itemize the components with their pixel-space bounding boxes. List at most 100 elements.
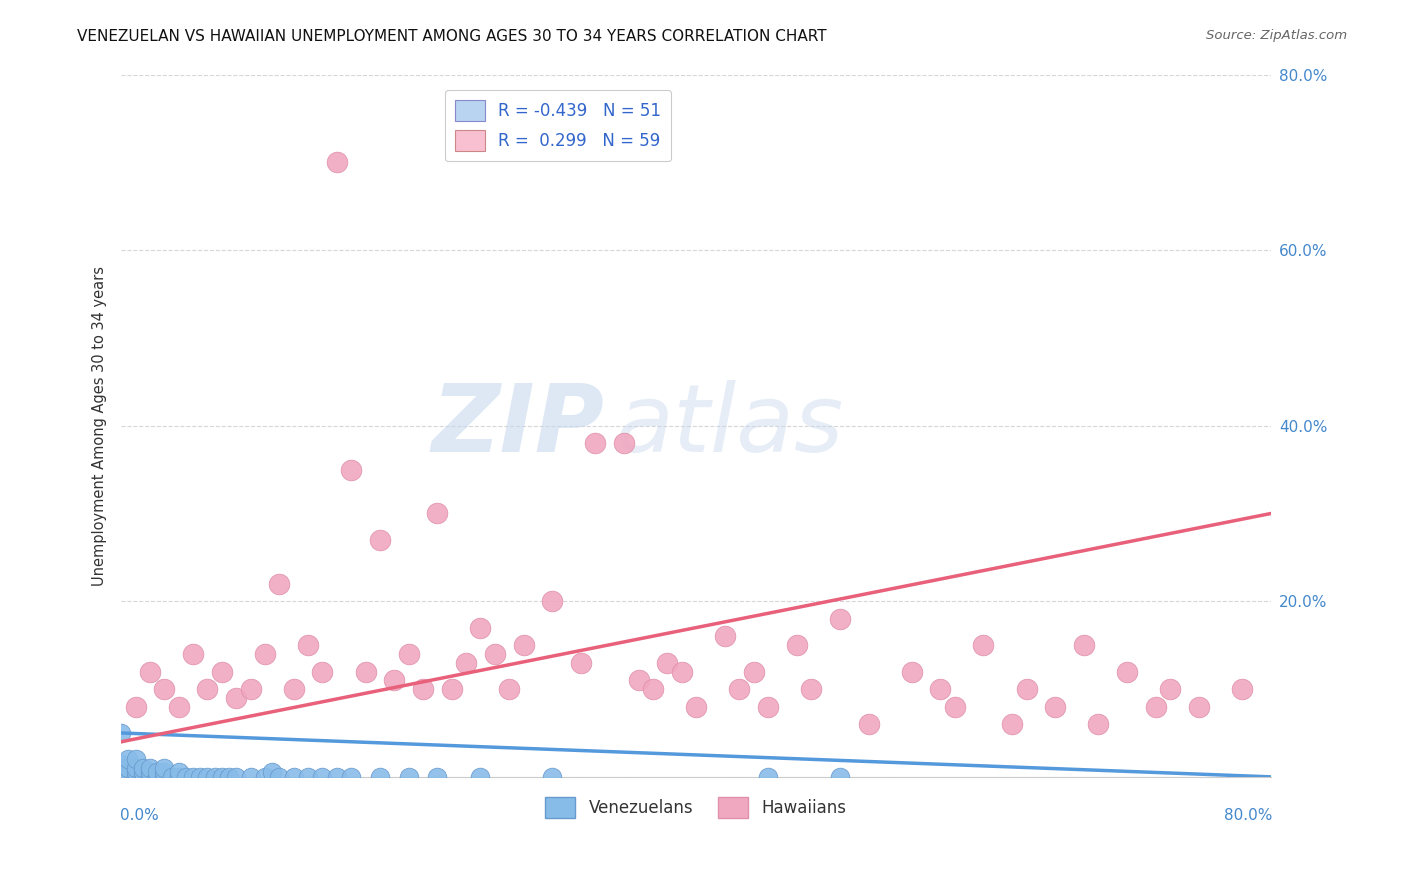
Point: [326, 155, 349, 169]
Point: [117, 765, 139, 780]
Point: [146, 765, 169, 780]
Point: [139, 665, 162, 679]
Point: [132, 765, 155, 780]
Point: [218, 770, 240, 784]
Point: [512, 638, 534, 652]
Point: [283, 770, 305, 784]
Point: [398, 770, 420, 784]
Point: [1159, 682, 1181, 697]
Point: [641, 682, 664, 697]
Point: [167, 765, 190, 780]
Point: [828, 612, 851, 626]
Point: [117, 761, 139, 775]
Point: [167, 699, 190, 714]
Point: [132, 770, 155, 784]
Point: [153, 770, 176, 784]
Point: [613, 436, 636, 450]
Point: [1045, 699, 1067, 714]
Text: 80.0%: 80.0%: [1223, 808, 1272, 823]
Point: [139, 770, 162, 784]
Point: [326, 770, 349, 784]
Point: [124, 770, 146, 784]
Point: [110, 770, 132, 784]
Point: [181, 770, 204, 784]
Point: [269, 770, 291, 784]
Point: [470, 621, 492, 635]
Point: [1087, 717, 1109, 731]
Point: [756, 770, 779, 784]
Legend: Venezuelans, Hawaiians: Venezuelans, Hawaiians: [538, 790, 853, 825]
Text: atlas: atlas: [616, 380, 844, 471]
Point: [440, 682, 463, 697]
Point: [1144, 699, 1167, 714]
Point: [117, 752, 139, 766]
Text: Source: ZipAtlas.com: Source: ZipAtlas.com: [1206, 29, 1347, 42]
Point: [929, 682, 952, 697]
Point: [627, 673, 650, 688]
Point: [498, 682, 520, 697]
Point: [412, 682, 434, 697]
Point: [828, 770, 851, 784]
Point: [253, 647, 276, 661]
Point: [181, 647, 204, 661]
Point: [484, 647, 506, 661]
Point: [283, 682, 305, 697]
Point: [943, 699, 966, 714]
Point: [139, 761, 162, 775]
Point: [311, 665, 333, 679]
Point: [124, 699, 146, 714]
Point: [742, 665, 765, 679]
Point: [297, 770, 319, 784]
Point: [671, 665, 693, 679]
Point: [1116, 665, 1139, 679]
Point: [1230, 682, 1253, 697]
Point: [368, 533, 391, 547]
Point: [160, 770, 183, 784]
Point: [657, 656, 679, 670]
Point: [368, 770, 391, 784]
Point: [153, 761, 176, 775]
Point: [174, 770, 197, 784]
Point: [311, 770, 333, 784]
Point: [585, 436, 607, 450]
Point: [900, 665, 922, 679]
Point: [262, 765, 284, 780]
Point: [211, 770, 233, 784]
Point: [858, 717, 880, 731]
Point: [167, 770, 190, 784]
Point: [204, 770, 226, 784]
Point: [225, 690, 247, 705]
Point: [188, 770, 211, 784]
Point: [786, 638, 808, 652]
Point: [426, 507, 449, 521]
Point: [340, 462, 363, 476]
Point: [146, 770, 169, 784]
Point: [124, 765, 146, 780]
Text: 0.0%: 0.0%: [120, 808, 159, 823]
Point: [1001, 717, 1024, 731]
Point: [398, 647, 420, 661]
Text: ZIP: ZIP: [432, 380, 605, 472]
Point: [1188, 699, 1211, 714]
Point: [714, 629, 737, 643]
Point: [225, 770, 247, 784]
Point: [426, 770, 449, 784]
Point: [110, 726, 132, 740]
Point: [139, 765, 162, 780]
Point: [124, 761, 146, 775]
Point: [685, 699, 707, 714]
Point: [110, 756, 132, 771]
Point: [800, 682, 823, 697]
Point: [253, 770, 276, 784]
Point: [197, 770, 219, 784]
Point: [541, 770, 564, 784]
Point: [972, 638, 994, 652]
Point: [197, 682, 219, 697]
Point: [569, 656, 592, 670]
Point: [153, 765, 176, 780]
Point: [756, 699, 779, 714]
Point: [153, 682, 176, 697]
Point: [1073, 638, 1095, 652]
Point: [1015, 682, 1038, 697]
Point: [456, 656, 478, 670]
